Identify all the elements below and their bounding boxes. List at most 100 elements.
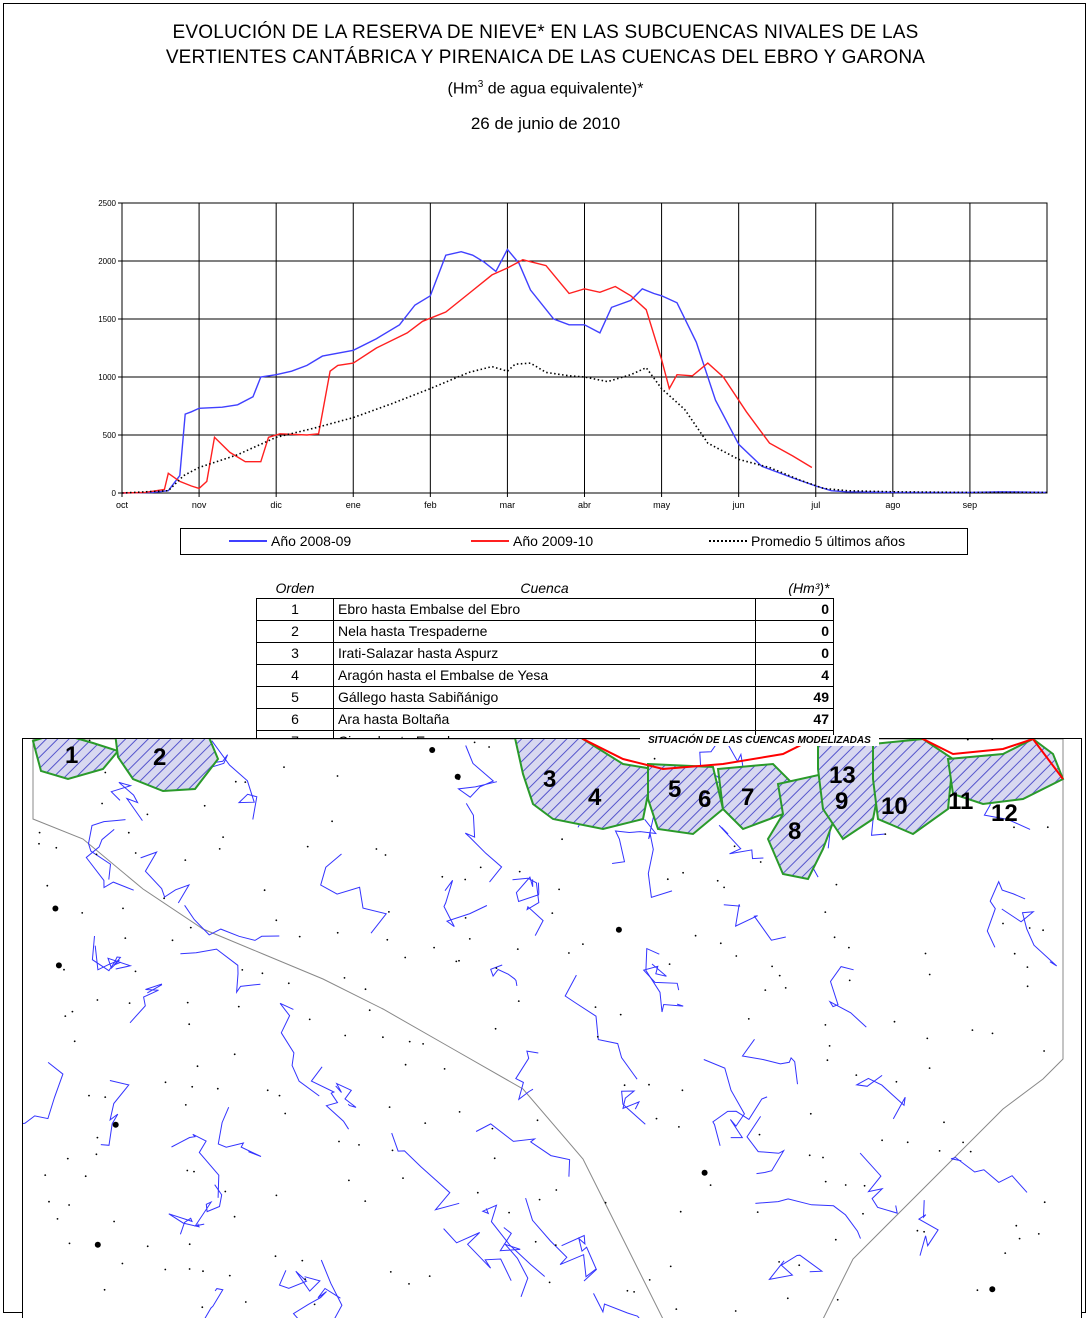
settlement-dot	[95, 853, 98, 856]
row-hm3: 0	[755, 642, 834, 665]
legend-label-promedio: Promedio 5 últimos años	[751, 533, 906, 549]
settlement-dot	[201, 1306, 204, 1309]
table-row: 3 Irati-Salazar hasta Aspurz 0	[256, 642, 834, 665]
river-line	[457, 745, 498, 798]
settlement-dot	[943, 1121, 945, 1124]
row-cuenca: Aragón hasta el Embalse de Yesa	[333, 664, 756, 687]
title-line-1: EVOLUCIÓN DE LA RESERVA DE NIEVE* EN LAS…	[172, 22, 919, 43]
river-line	[712, 1096, 768, 1146]
settlement-dot	[237, 1005, 240, 1008]
settlement-dot	[969, 1150, 972, 1153]
title-block: EVOLUCIÓN DE LA RESERVA DE NIEVE* EN LAS…	[0, 20, 1091, 135]
x-tick-label: dic	[270, 500, 282, 510]
basin-2-area	[114, 739, 220, 793]
map-label-basin: 11	[948, 788, 973, 815]
settlement-dot	[976, 1289, 979, 1292]
settlement-dot	[56, 1218, 59, 1220]
settlement-dot	[104, 771, 107, 774]
settlement-dot	[1026, 985, 1029, 988]
river-line	[100, 1080, 130, 1146]
river-line	[642, 963, 680, 991]
river-line	[475, 1123, 571, 1177]
settlement-dot	[924, 952, 927, 955]
river-line	[564, 974, 638, 1080]
row-hm3: 0	[755, 598, 834, 621]
river-line	[986, 880, 1026, 948]
settlement-dot	[222, 836, 225, 838]
settlement-dot	[202, 1270, 204, 1273]
unit-suffix: de agua equivalente)*	[483, 80, 644, 98]
settlement-dot	[863, 1184, 866, 1187]
settlement-dot	[298, 935, 301, 938]
settlement-dot	[66, 1157, 69, 1160]
y-tick-label: 500	[103, 431, 117, 440]
table-row: 5 Gállego hasta Sabiñánigo 49	[256, 686, 834, 709]
settlement-dot	[534, 1240, 537, 1243]
settlement-dot	[38, 831, 41, 834]
row-cuenca: Ara hasta Boltaña	[333, 708, 756, 731]
settlement-dot	[626, 1289, 629, 1292]
settlement-dot	[331, 820, 333, 823]
settlement-dot	[146, 813, 149, 816]
river-line	[391, 1132, 460, 1211]
map-label-basin: 9	[835, 788, 848, 815]
settlement-dot	[95, 1153, 98, 1156]
settlement-dot	[1026, 966, 1029, 968]
settlement-dot	[113, 1220, 115, 1223]
settlement-dot	[747, 1018, 750, 1020]
settlement-dot	[824, 911, 827, 913]
row-cuenca: Irati-Salazar hasta Aspurz	[333, 642, 756, 665]
settlement-dot	[146, 1245, 149, 1248]
settlement-dot	[287, 982, 290, 985]
settlement-dot	[188, 1023, 191, 1026]
settlement-dot	[375, 848, 378, 850]
settlement-dot	[824, 1180, 827, 1183]
river-line	[723, 904, 786, 941]
settlement-dot	[458, 1111, 461, 1113]
river-line	[828, 966, 867, 1028]
settlement-dot	[84, 1175, 87, 1178]
settlement-dot	[1018, 1237, 1021, 1240]
settlement-dot	[441, 875, 444, 878]
settlement-dot	[668, 963, 671, 965]
settlement-dot	[112, 1121, 119, 1128]
settlement-dot	[344, 1034, 347, 1037]
settlement-dot	[388, 1106, 391, 1108]
settlement-dot	[756, 1211, 759, 1213]
settlement-dot	[424, 1122, 427, 1124]
map-region-outline	[32, 739, 1064, 1318]
settlement-dot	[188, 1268, 191, 1270]
report-date: 26 de junio de 2010	[470, 114, 621, 134]
table-row: 4 Aragón hasta el Embalse de Yesa 4	[256, 664, 834, 687]
settlement-dot	[101, 802, 103, 805]
x-tick-label: sep	[963, 500, 978, 510]
settlement-dot	[382, 1036, 384, 1039]
settlement-dot	[94, 1241, 101, 1248]
river-line	[499, 1227, 529, 1297]
x-tick-label: feb	[424, 500, 437, 510]
settlement-dot	[835, 883, 838, 886]
settlement-dot	[404, 1063, 407, 1066]
settlement-dot	[336, 931, 339, 934]
settlement-dot	[1013, 952, 1016, 955]
river-line	[768, 1254, 824, 1281]
map-label-basin: 10	[881, 793, 908, 820]
settlement-dot	[196, 1065, 199, 1068]
settlement-dot	[895, 1080, 898, 1083]
row-orden: 6	[256, 708, 334, 731]
settlement-dot	[241, 969, 244, 971]
settlement-dot	[808, 1154, 811, 1157]
x-tick-label: ago	[885, 500, 900, 510]
settlement-dot	[833, 936, 836, 939]
settlement-dot	[824, 1024, 827, 1026]
river-line	[481, 1204, 546, 1277]
settlement-dot	[669, 1265, 672, 1268]
settlement-dot	[68, 1242, 71, 1245]
settlement-dot	[404, 956, 407, 959]
settlement-dot	[186, 1001, 189, 1004]
y-tick-label: 2500	[98, 199, 116, 208]
x-tick-label: may	[653, 500, 671, 510]
settlement-dot	[402, 1177, 404, 1179]
